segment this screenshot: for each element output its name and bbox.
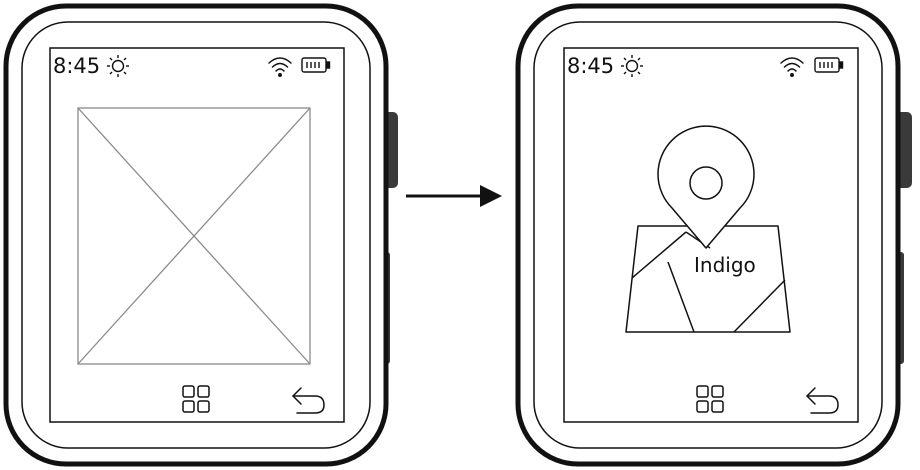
sun-icon bbox=[107, 55, 129, 77]
grid-icon[interactable] bbox=[696, 385, 724, 413]
grid-icon[interactable] bbox=[182, 385, 210, 413]
sun-icon bbox=[621, 55, 643, 77]
battery-icon bbox=[814, 57, 844, 73]
watch-screen bbox=[49, 47, 345, 423]
wifi-icon bbox=[780, 57, 804, 77]
battery-icon bbox=[301, 57, 331, 73]
image-placeholder-icon bbox=[77, 107, 311, 365]
map-icon bbox=[625, 225, 791, 333]
status-time: 8:45 bbox=[53, 54, 100, 78]
map-location-label: Indigo bbox=[694, 253, 756, 277]
wifi-icon bbox=[268, 57, 292, 77]
back-arrow-icon[interactable] bbox=[806, 387, 839, 414]
status-time: 8:45 bbox=[567, 54, 614, 78]
map-pin-icon bbox=[657, 125, 755, 249]
left-watch: 8:45 bbox=[3, 3, 398, 467]
right-watch: 8:45 bbox=[515, 3, 912, 467]
back-arrow-icon[interactable] bbox=[292, 387, 325, 414]
arrow-right-icon bbox=[406, 185, 502, 207]
